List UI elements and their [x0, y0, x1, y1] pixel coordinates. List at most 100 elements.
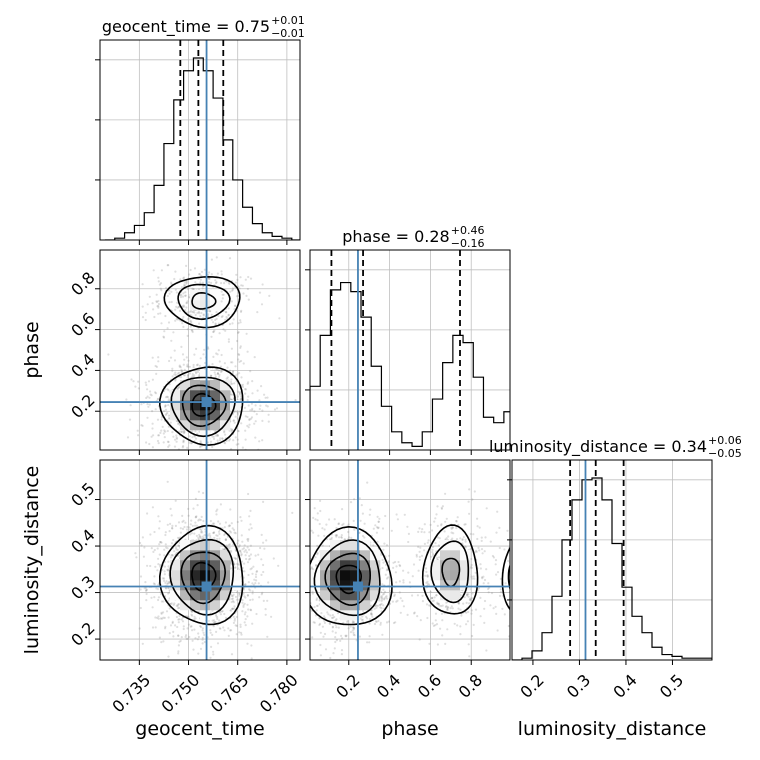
scatter-point	[318, 617, 321, 620]
scatter-point	[323, 534, 326, 538]
scatter-point	[150, 547, 153, 550]
scatter-point	[165, 546, 168, 549]
scatter-point	[199, 278, 202, 281]
scatter-point	[177, 387, 180, 390]
scatter-point	[284, 515, 286, 517]
scatter-point	[164, 396, 168, 399]
scatter-point	[165, 587, 168, 590]
scatter-point	[524, 524, 526, 526]
scatter-point	[452, 532, 455, 535]
geocent_time-marginal-grid	[138, 40, 288, 240]
scatter-point	[431, 552, 435, 556]
scatter-point	[177, 634, 180, 637]
scatter-point	[216, 372, 219, 375]
scatter-point	[464, 523, 467, 526]
scatter-point	[168, 292, 171, 295]
density-cell	[200, 300, 211, 311]
scatter-point	[144, 589, 148, 592]
scatter-point	[524, 635, 526, 637]
scatter-point	[146, 388, 149, 391]
scatter-point	[380, 607, 383, 610]
phase-y-tick-label: 0.2	[67, 390, 98, 421]
scatter-point	[191, 330, 194, 334]
scatter-point	[235, 598, 239, 601]
scatter-point	[343, 538, 346, 541]
scatter-point	[146, 403, 149, 406]
scatter-point	[190, 625, 193, 628]
scatter-point	[251, 572, 254, 575]
scatter-point	[152, 463, 154, 465]
density-cell	[190, 550, 201, 561]
scatter-point	[224, 538, 227, 542]
scatter-point	[331, 626, 334, 629]
scatter-point	[234, 374, 237, 377]
scatter-point	[521, 575, 523, 577]
scatter-point	[195, 524, 198, 527]
scatter-point	[212, 321, 215, 324]
scatter-point	[473, 490, 476, 493]
scatter-point	[368, 622, 371, 625]
scatter-point	[254, 404, 257, 407]
scatter-point	[196, 370, 199, 374]
scatter-point	[198, 288, 201, 291]
scatter-point	[237, 563, 240, 566]
scatter-point	[336, 612, 340, 615]
scatter-point	[243, 562, 246, 565]
phase-histogram	[310, 281, 510, 450]
scatter-point	[169, 356, 173, 359]
density-cell	[210, 290, 221, 301]
scatter-point	[218, 451, 220, 453]
scatter-point	[506, 529, 509, 532]
scatter-point	[253, 422, 256, 425]
scatter-point	[229, 393, 233, 396]
scatter-point	[475, 550, 478, 554]
scatter-point	[233, 605, 236, 608]
scatter-point	[249, 409, 252, 412]
scatter-point	[335, 534, 338, 537]
scatter-point	[232, 419, 235, 422]
scatter-point	[382, 604, 385, 607]
scatter-point	[441, 634, 444, 637]
scatter-point	[172, 435, 175, 438]
scatter-point	[383, 598, 386, 601]
geocent_time-vs-phase-contours	[158, 275, 244, 446]
scatter-point	[455, 527, 458, 530]
scatter-point	[198, 322, 201, 325]
scatter-point	[517, 620, 519, 622]
scatter-point	[496, 510, 499, 513]
scatter-point	[219, 437, 222, 440]
scatter-point	[149, 564, 152, 568]
scatter-point	[239, 551, 242, 554]
scatter-point	[183, 284, 187, 287]
scatter-point	[200, 445, 203, 448]
scatter-point	[172, 630, 175, 634]
scatter-point	[179, 527, 182, 530]
scatter-point	[441, 619, 444, 622]
scatter-point	[267, 413, 270, 416]
scatter-point	[199, 537, 202, 540]
scatter-point	[380, 602, 383, 605]
scatter-point	[513, 606, 515, 608]
scatter-point	[260, 303, 264, 306]
scatter-point	[186, 446, 189, 449]
scatter-point	[234, 304, 237, 307]
scatter-point	[255, 612, 258, 616]
scatter-point	[166, 294, 169, 298]
scatter-point	[160, 416, 163, 419]
scatter-point	[353, 498, 356, 501]
scatter-point	[470, 612, 473, 615]
scatter-point	[212, 522, 216, 525]
scatter-point	[524, 563, 526, 565]
luminosity_distance-marginal-layer	[512, 460, 712, 660]
scatter-point	[507, 559, 510, 563]
scatter-point	[249, 553, 253, 556]
scatter-point	[203, 268, 206, 271]
scatter-point	[171, 527, 174, 530]
scatter-point	[238, 410, 241, 413]
scatter-point	[218, 532, 221, 536]
scatter-point	[344, 635, 348, 638]
scatter-point	[457, 523, 460, 526]
scatter-point	[328, 622, 331, 625]
density-cell	[200, 430, 211, 441]
scatter-point	[191, 287, 194, 290]
